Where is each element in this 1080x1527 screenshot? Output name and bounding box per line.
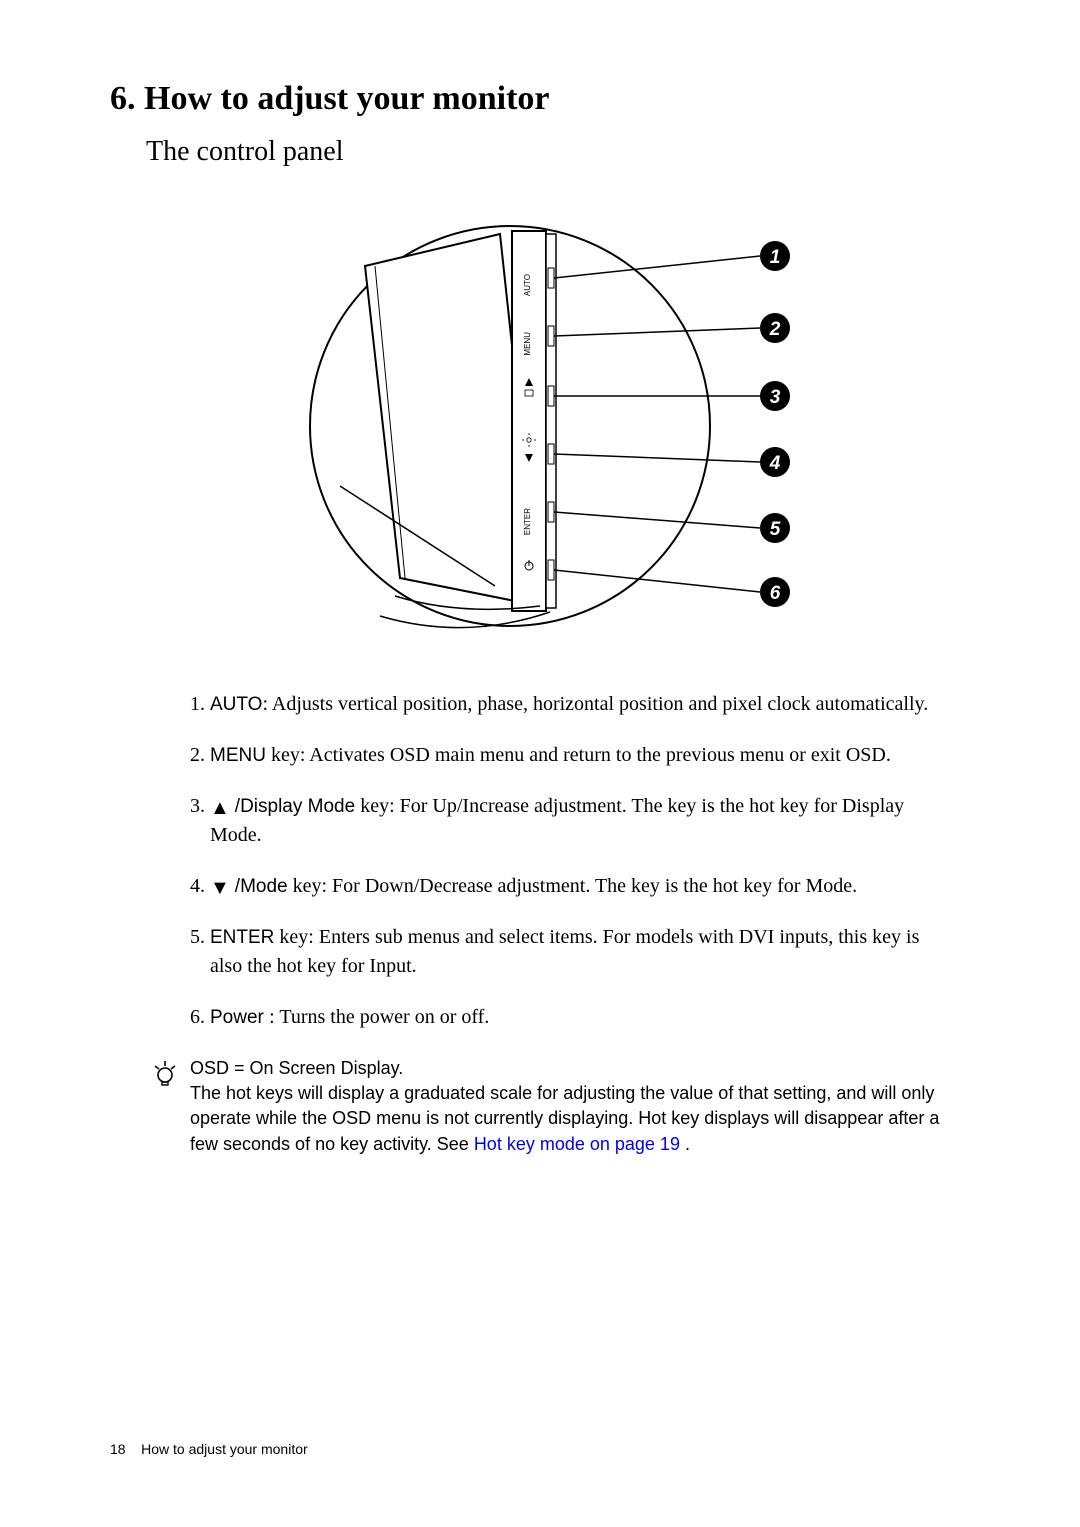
- footer-title: How to adjust your monitor: [141, 1441, 308, 1457]
- note-line2b: .: [680, 1134, 690, 1154]
- key-suffix: key: [266, 744, 300, 766]
- lightbulb-icon: [150, 1056, 190, 1093]
- key-name: ENTER: [210, 927, 274, 948]
- list-item: ▼ /Mode key: For Down/Decrease adjustmen…: [210, 872, 950, 901]
- triangle-down-icon: ▼: [210, 878, 230, 898]
- svg-text:6: 6: [770, 583, 781, 604]
- note-line1: OSD = On Screen Display.: [190, 1058, 403, 1078]
- svg-text:AUTO: AUTO: [523, 274, 532, 296]
- list-item: ENTER key: Enters sub menus and select i…: [210, 923, 950, 981]
- item-text: : For Down/Decrease adjustment. The key …: [322, 875, 858, 897]
- list-item: Power : Turns the power on or off.: [210, 1003, 950, 1032]
- item-text: : Turns the power on or off.: [269, 1006, 489, 1028]
- footer: 18 How to adjust your monitor: [110, 1441, 308, 1457]
- triangle-up-icon: ▲: [210, 798, 230, 818]
- key-name: AUTO: [210, 694, 262, 715]
- list-item: AUTO: Adjusts vertical position, phase, …: [210, 690, 950, 719]
- list-item: MENU key: Activates OSD main menu and re…: [210, 741, 950, 770]
- list-item: ▲ /Display Mode key: For Up/Increase adj…: [210, 792, 950, 850]
- section-title: 6. How to adjust your monitor: [110, 80, 970, 118]
- key-suffix: key: [274, 926, 308, 948]
- key-suffix: key: [355, 795, 389, 817]
- svg-text:3: 3: [770, 387, 781, 408]
- item-text: : Enters sub menus and select items. For…: [210, 926, 919, 977]
- section-subtitle: The control panel: [146, 136, 970, 168]
- page: 6. How to adjust your monitor The contro…: [0, 0, 1080, 1527]
- button-description-list: AUTO: Adjusts vertical position, phase, …: [180, 690, 970, 1032]
- key-name: /Display Mode: [235, 796, 355, 817]
- svg-text:1: 1: [770, 247, 781, 268]
- svg-text:5: 5: [770, 519, 781, 540]
- key-name: /Mode: [235, 876, 288, 897]
- item-text: : Activates OSD main menu and return to …: [300, 744, 891, 766]
- svg-text:4: 4: [769, 453, 781, 474]
- item-text: : Adjusts vertical position, phase, hori…: [262, 693, 928, 715]
- note-text: OSD = On Screen Display. The hot keys wi…: [190, 1056, 940, 1157]
- page-number: 18: [110, 1441, 126, 1457]
- key-suffix: key: [288, 875, 322, 897]
- key-name: MENU: [210, 745, 266, 766]
- svg-text:ENTER: ENTER: [523, 508, 532, 535]
- hotkey-link[interactable]: Hot key mode on page 19: [474, 1134, 680, 1154]
- key-name: Power: [210, 1007, 269, 1028]
- svg-text:2: 2: [769, 319, 781, 340]
- note-block: OSD = On Screen Display. The hot keys wi…: [150, 1056, 970, 1157]
- control-panel-diagram: AUTO MENU ENTER: [110, 186, 970, 666]
- svg-text:MENU: MENU: [523, 332, 532, 356]
